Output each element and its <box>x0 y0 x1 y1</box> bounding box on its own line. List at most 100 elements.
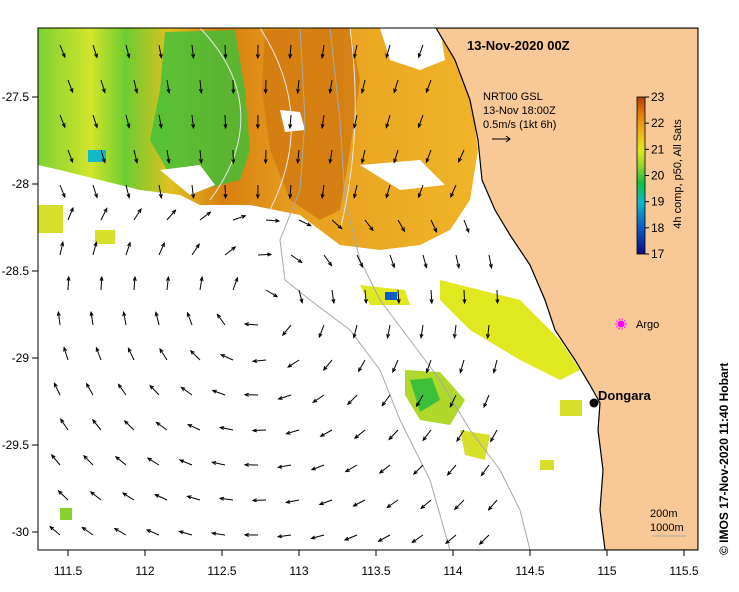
current-arrow <box>187 424 201 431</box>
current-arrow <box>125 184 130 198</box>
current-arrow-head <box>281 331 287 337</box>
current-arrow-head <box>191 193 196 200</box>
current-arrow <box>361 149 366 163</box>
current-arrow <box>63 347 69 361</box>
current-arrow <box>158 114 162 128</box>
current-arrow <box>356 254 363 268</box>
current-arrow <box>49 526 61 536</box>
current-arrow <box>298 219 311 227</box>
current-arrow <box>166 209 176 221</box>
wind-legend-source: NRT00 GSL <box>483 91 543 103</box>
current-arrow <box>331 219 343 230</box>
current-arrow <box>265 219 280 222</box>
current-arrow <box>159 348 168 361</box>
current-arrow-head <box>288 54 293 60</box>
current-arrow-head <box>393 88 398 94</box>
current-arrow <box>253 359 267 362</box>
current-arrow-head <box>101 88 106 94</box>
current-arrow-head <box>126 53 131 59</box>
current-arrow <box>133 79 138 93</box>
argo-star-icon <box>617 320 625 328</box>
current-arrow <box>319 499 333 505</box>
current-arrow-head <box>60 241 65 247</box>
current-arrow <box>125 44 130 58</box>
current-arrow <box>416 394 424 407</box>
current-arrow <box>347 394 358 405</box>
current-arrow <box>430 219 437 233</box>
current-arrow <box>191 44 194 58</box>
current-arrow-head <box>318 501 324 506</box>
current-arrow <box>166 79 170 93</box>
current-arrow-head <box>485 333 490 340</box>
current-arrow <box>297 79 300 93</box>
current-arrow <box>220 426 234 431</box>
current-arrow-head <box>199 275 204 282</box>
current-arrow <box>133 276 136 291</box>
current-arrow <box>282 324 292 336</box>
current-arrow-head <box>331 298 336 305</box>
current-arrow-head <box>83 454 88 460</box>
current-arrow-head <box>223 124 228 130</box>
current-arrow-head <box>417 53 422 59</box>
current-arrow-head <box>103 207 108 213</box>
current-arrow-head <box>393 158 398 164</box>
current-arrow-head <box>273 293 279 298</box>
current-arrow <box>92 44 98 58</box>
current-arrow <box>154 494 168 501</box>
current-arrow <box>166 149 170 163</box>
current-arrow-head <box>223 54 228 60</box>
current-arrow-head <box>276 464 283 469</box>
current-arrow <box>463 219 470 233</box>
current-arrow-head <box>480 471 486 477</box>
current-arrow-head <box>216 313 222 319</box>
current-arrow-head <box>284 499 291 504</box>
current-arrow <box>488 499 498 511</box>
current-arrow <box>224 246 236 256</box>
current-arrow <box>361 79 366 93</box>
current-arrow-head <box>121 492 127 497</box>
current-arrow <box>290 254 302 263</box>
current-arrow <box>59 184 66 198</box>
current-arrow <box>60 418 69 431</box>
current-arrow <box>59 114 66 128</box>
current-arrow <box>364 289 367 303</box>
current-arrow <box>220 497 234 501</box>
current-arrow <box>353 499 366 507</box>
current-arrow-head <box>191 123 196 130</box>
current-arrow-head <box>459 368 464 374</box>
current-arrow <box>257 253 272 256</box>
current-arrow <box>420 499 432 509</box>
current-arrow-head <box>411 538 417 544</box>
current-arrow-head <box>415 402 420 408</box>
sst-coverage-south <box>38 205 582 520</box>
current-arrow <box>127 348 135 361</box>
current-arrow-head <box>488 263 493 270</box>
current-arrow-head <box>122 310 127 317</box>
current-arrow <box>445 534 457 544</box>
current-arrow-head <box>392 367 397 374</box>
current-arrow <box>224 44 227 59</box>
x-tick-label: 115.5 <box>669 564 698 578</box>
current-arrow <box>123 312 127 326</box>
current-arrow <box>426 359 432 373</box>
current-arrow-head <box>478 540 484 546</box>
current-arrow <box>212 390 226 396</box>
current-arrow <box>358 359 366 372</box>
current-arrow-head <box>219 426 225 431</box>
current-arrow-head <box>243 392 249 397</box>
x-tick-label: 114 <box>443 564 462 578</box>
current-arrow <box>458 149 465 163</box>
x-axis: 111.5 112 112.5 113 113.5 114 114.5 115 115.5 <box>54 550 699 578</box>
current-arrow-head <box>359 262 364 268</box>
current-arrow <box>329 79 333 93</box>
current-arrow <box>86 383 94 396</box>
current-arrow-head <box>433 227 438 233</box>
current-arrow <box>199 211 211 221</box>
current-arrow-head <box>198 88 203 95</box>
current-arrow <box>58 490 69 501</box>
current-arrow-head <box>320 193 325 200</box>
y-tick-label: -28 <box>12 177 30 191</box>
land-mass <box>435 28 698 550</box>
colorbar-tick-label: 19 <box>651 195 665 209</box>
current-arrow <box>480 464 490 476</box>
